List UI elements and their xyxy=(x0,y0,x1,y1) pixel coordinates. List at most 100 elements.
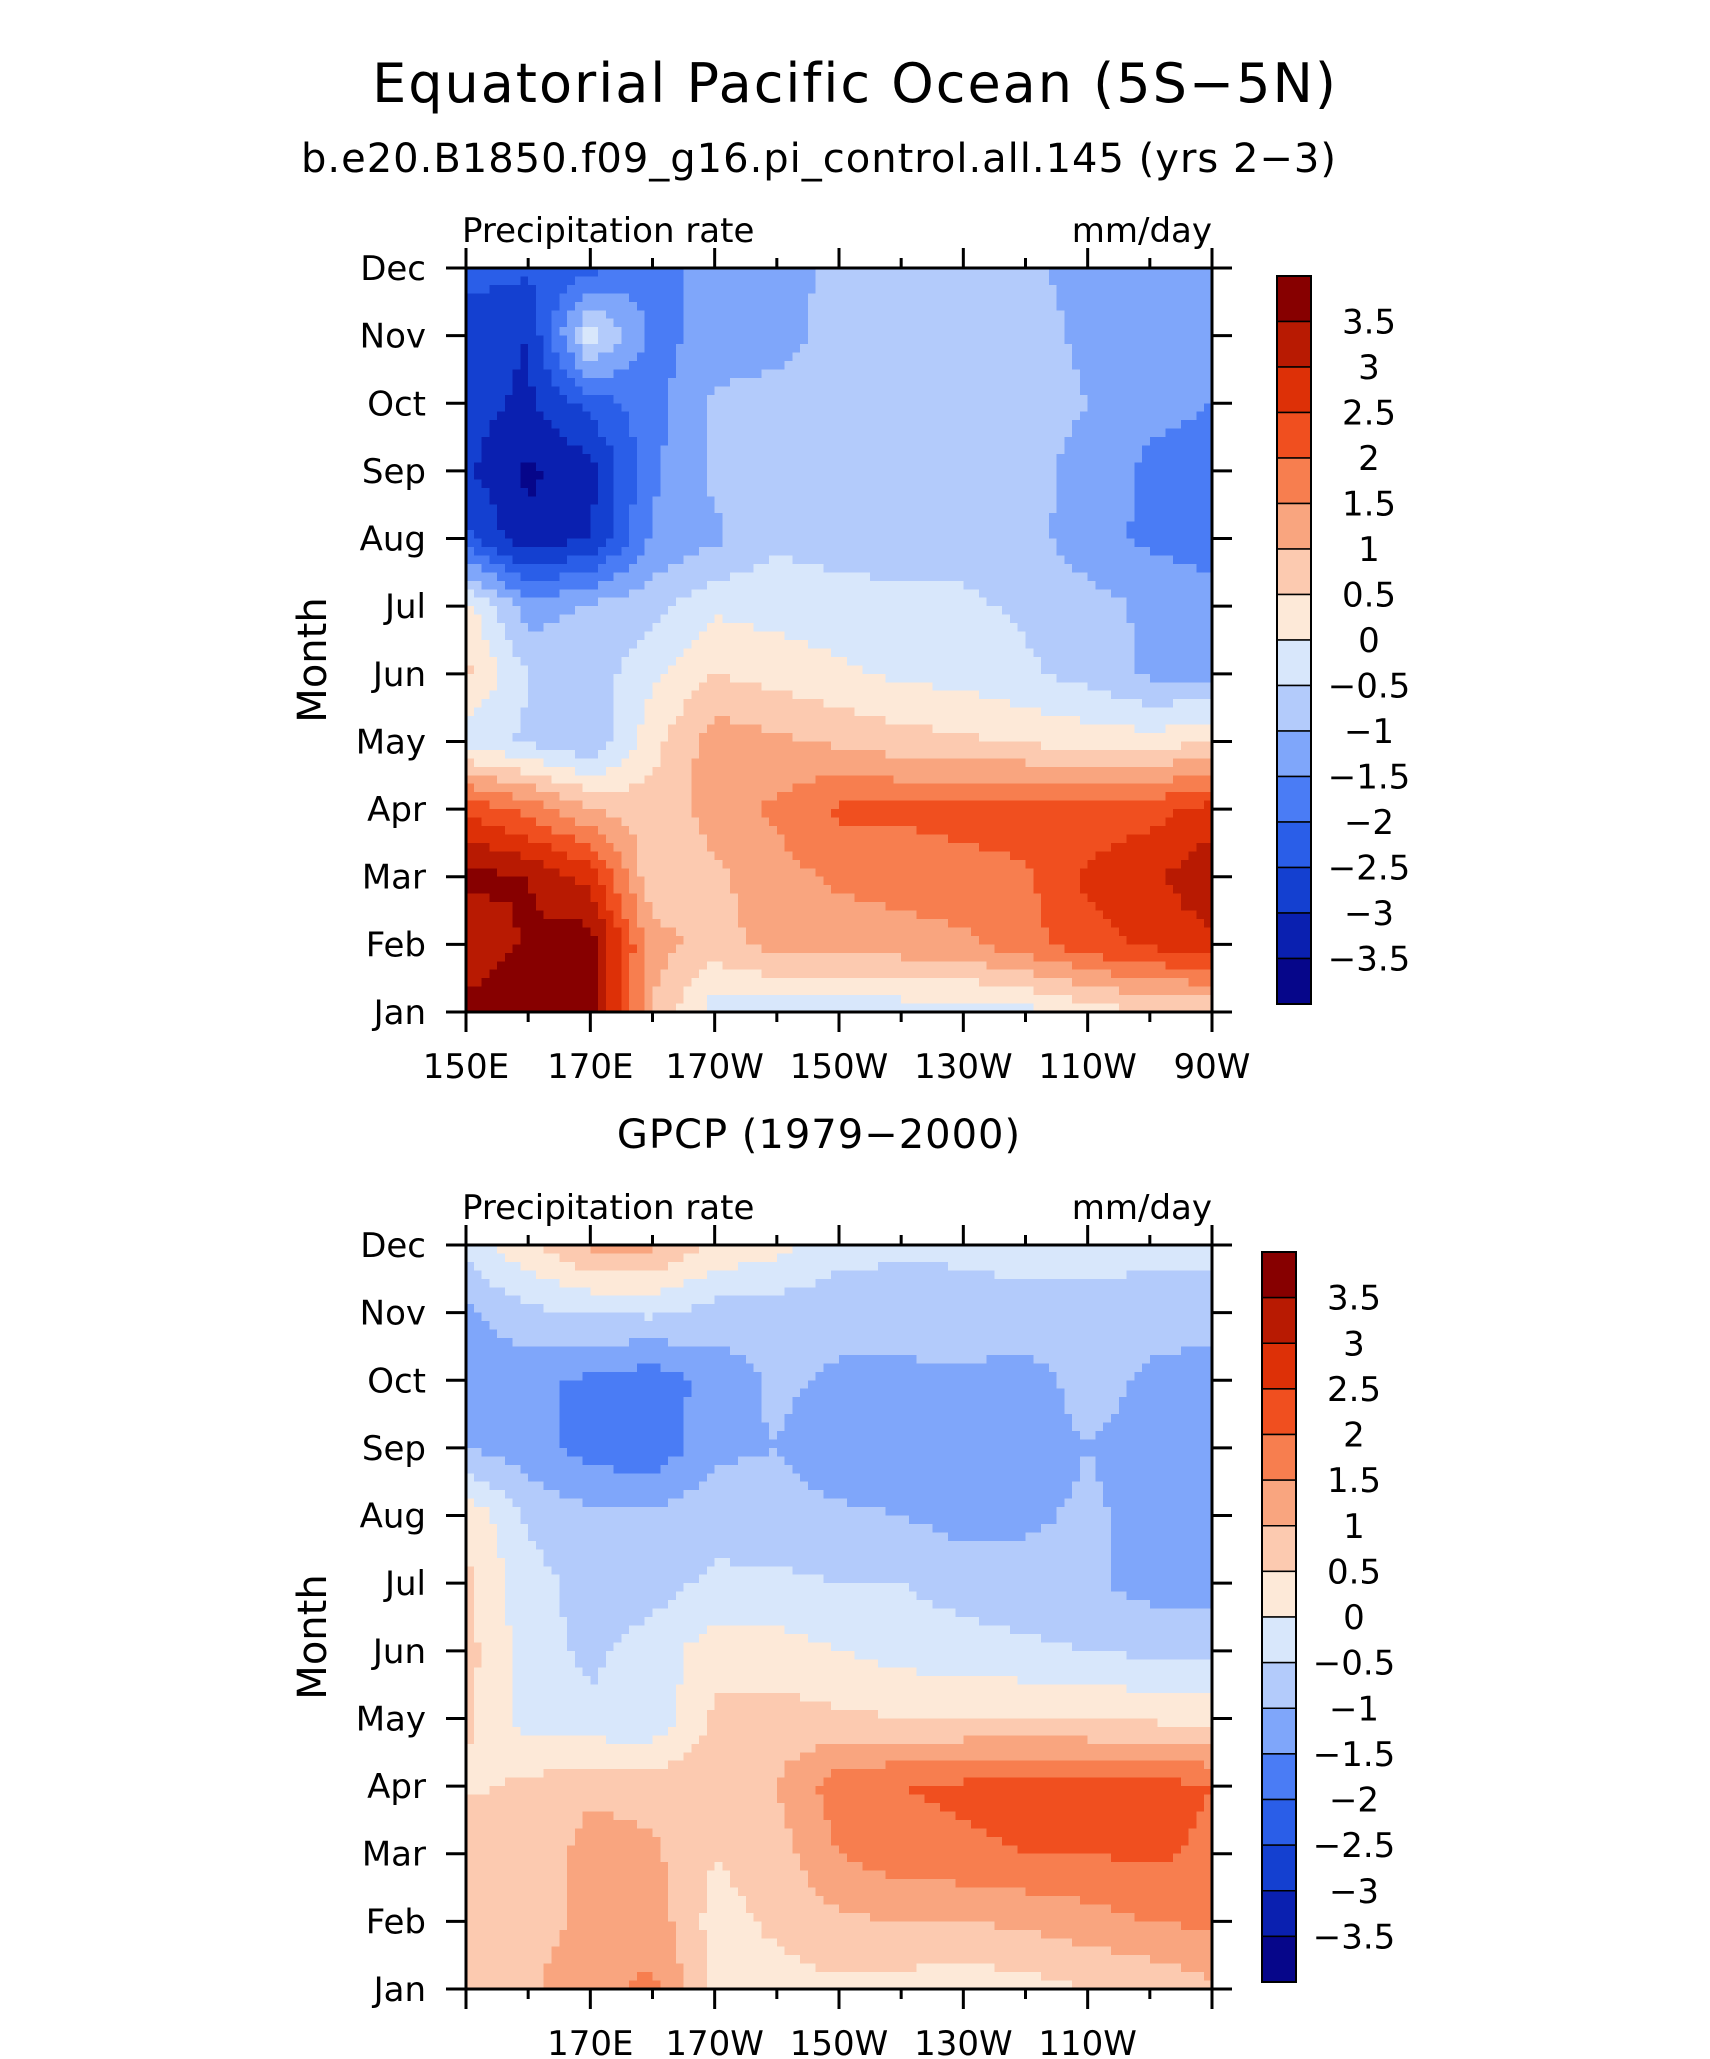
contour-cell xyxy=(722,656,731,666)
contour-cell xyxy=(955,301,964,311)
contour-cell xyxy=(605,547,615,557)
contour-cell xyxy=(1173,284,1182,294)
contour-cell xyxy=(753,496,762,506)
contour-cell xyxy=(706,496,716,506)
contour-cell xyxy=(473,631,483,641)
contour-cell xyxy=(1087,301,1097,311)
contour-cell xyxy=(1149,445,1159,455)
contour-cell xyxy=(823,530,832,540)
contour-cell xyxy=(683,276,692,286)
contour-cell xyxy=(590,386,599,396)
contour-cell xyxy=(1165,377,1174,387)
contour-cell xyxy=(683,640,692,650)
contour-cell xyxy=(776,572,786,582)
contour-cell xyxy=(870,454,879,464)
contour-cell xyxy=(1002,327,1011,337)
contour-cell xyxy=(1173,690,1182,700)
contour-cell xyxy=(776,631,786,641)
contour-cell xyxy=(1165,597,1174,607)
contour-cell xyxy=(1149,690,1159,700)
contour-cell xyxy=(497,682,506,692)
contour-cell xyxy=(932,563,941,573)
contour-cell xyxy=(582,335,591,345)
contour-cell xyxy=(792,411,801,421)
contour-cell xyxy=(1056,563,1065,573)
contour-cell xyxy=(605,606,615,616)
contour-cell xyxy=(854,606,863,616)
contour-cell xyxy=(1110,445,1120,455)
contour-cell xyxy=(675,623,685,633)
contour-cell xyxy=(1079,335,1089,345)
contour-cell xyxy=(870,487,879,497)
contour-cell xyxy=(1103,276,1112,286)
contour-cell xyxy=(660,640,669,650)
contour-cell xyxy=(504,597,514,607)
contour-cell xyxy=(574,301,584,311)
contour-cell xyxy=(947,521,957,531)
contour-cell xyxy=(1204,580,1213,590)
contour-cell xyxy=(706,470,716,480)
contour-cell xyxy=(1142,623,1151,633)
contour-cell xyxy=(769,394,778,404)
contour-cell xyxy=(932,673,941,683)
contour-cell xyxy=(1134,268,1143,278)
contour-cell xyxy=(598,318,607,328)
contour-cell xyxy=(1072,530,1081,540)
contour-cell xyxy=(784,682,793,692)
contour-cell xyxy=(862,386,871,396)
contour-cell xyxy=(1056,538,1065,548)
contour-cell xyxy=(807,631,817,641)
contour-cell xyxy=(776,327,786,337)
contour-cell xyxy=(893,530,902,540)
contour-cell xyxy=(652,673,661,683)
contour-cell xyxy=(1009,547,1019,557)
contour-cell xyxy=(621,386,630,396)
contour-cell xyxy=(1033,521,1042,531)
contour-cell xyxy=(691,496,700,506)
contour-cell xyxy=(582,555,591,565)
contour-cell xyxy=(737,530,747,540)
contour-cell xyxy=(745,377,755,387)
contour-cell xyxy=(489,555,498,565)
contour-cell xyxy=(978,538,988,548)
contour-cell xyxy=(978,547,988,557)
contour-cell xyxy=(753,437,762,447)
contour-cell xyxy=(807,665,817,675)
contour-cell xyxy=(691,394,700,404)
contour-cell xyxy=(551,538,560,548)
contour-cell xyxy=(839,386,848,396)
contour-cell xyxy=(706,403,716,413)
contour-cell xyxy=(481,487,490,497)
contour-cell xyxy=(489,470,498,480)
contour-cell xyxy=(497,631,506,641)
contour-cell xyxy=(955,310,964,320)
contour-cell xyxy=(1064,310,1073,320)
contour-cell xyxy=(489,631,498,641)
contour-cell xyxy=(730,673,739,683)
contour-cell xyxy=(776,352,786,362)
contour-cell xyxy=(932,377,941,387)
contour-cell xyxy=(691,377,700,387)
contour-cell xyxy=(481,606,490,616)
contour-cell xyxy=(1142,310,1151,320)
contour-cell xyxy=(644,420,654,430)
contour-cell xyxy=(901,682,910,692)
contour-cell xyxy=(714,394,724,404)
contour-cell xyxy=(846,420,856,430)
contour-cell xyxy=(543,437,553,447)
contour-cell xyxy=(1041,310,1050,320)
contour-cell xyxy=(1180,420,1190,430)
contour-cell xyxy=(466,648,475,658)
contour-cell xyxy=(543,589,553,599)
contour-cell xyxy=(1157,538,1166,548)
contour-cell xyxy=(877,589,887,599)
contour-cell xyxy=(714,623,724,633)
contour-cell xyxy=(1017,648,1027,658)
contour-cell xyxy=(1196,572,1205,582)
contour-cell xyxy=(737,403,747,413)
contour-cell xyxy=(1165,403,1174,413)
contour-cell xyxy=(528,580,537,590)
contour-cell xyxy=(737,344,747,354)
contour-cell xyxy=(722,293,731,303)
contour-cell xyxy=(955,268,964,278)
